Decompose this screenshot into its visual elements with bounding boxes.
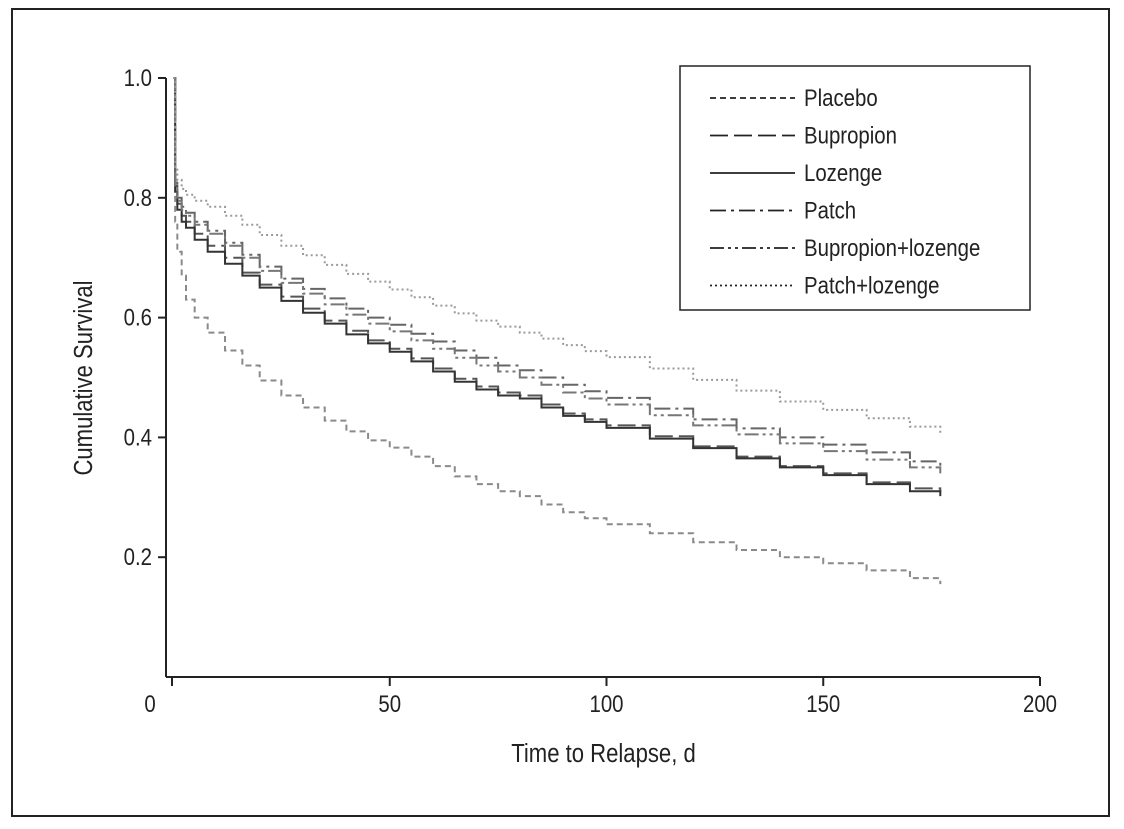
legend-item: Patch+lozenge xyxy=(710,272,939,299)
y-tick: 0.4 xyxy=(124,424,166,451)
x-tick-label: 150 xyxy=(806,690,840,717)
x-tick-label: 100 xyxy=(589,690,623,717)
y-tick-label: 0.8 xyxy=(124,184,152,211)
legend-label: Bupropion xyxy=(804,122,897,149)
x-tick: 50 xyxy=(378,677,401,717)
series-line-patch-lozenge xyxy=(173,77,942,435)
y-tick: 0.2 xyxy=(124,544,166,571)
y-tick: 0.6 xyxy=(124,304,166,331)
x-axis-label: Time to Relapse, d xyxy=(511,739,696,768)
y-tick-label: 0.2 xyxy=(124,544,152,571)
y-tick: 1.0 xyxy=(124,64,166,91)
legend-items: Placebo Bupropion Lozenge Patch Bupropion+lo… xyxy=(710,84,980,299)
series-layer xyxy=(173,77,942,585)
legend-label: Patch xyxy=(804,197,856,224)
legend-item: Placebo xyxy=(710,84,878,111)
series-line-bupropion-lozenge xyxy=(173,77,942,474)
y-ticks: 0.2 0.4 0.6 0.8 1.0 xyxy=(124,64,166,571)
y-axis-label: Cumulative Survival xyxy=(69,280,98,475)
x-ticks: 0 50 100 150 200 xyxy=(144,677,1057,717)
x-tick: 200 xyxy=(1023,677,1057,717)
legend-item: Patch xyxy=(710,197,856,224)
x-tick: 150 xyxy=(806,677,840,717)
series-line-lozenge xyxy=(173,77,942,497)
y-tick-label: 1.0 xyxy=(124,64,152,91)
legend-label: Lozenge xyxy=(804,159,882,186)
x-tick-label: 50 xyxy=(378,690,401,717)
series-line-patch xyxy=(173,77,942,468)
legend-box xyxy=(679,65,1031,311)
legend-item: Bupropion+lozenge xyxy=(710,234,980,261)
y-tick-label: 0.4 xyxy=(124,424,152,451)
x-tick: 0 xyxy=(144,677,173,717)
legend-item: Lozenge xyxy=(710,159,882,186)
legend-item: Bupropion xyxy=(710,122,897,149)
y-tick-label: 0.6 xyxy=(124,304,152,331)
series-line-placebo xyxy=(173,77,942,585)
series-line-bupropion xyxy=(173,77,942,493)
legend-label: Bupropion+lozenge xyxy=(804,234,980,261)
x-tick: 100 xyxy=(589,677,624,717)
x-tick-label: 0 xyxy=(144,690,155,717)
axes xyxy=(165,78,1040,678)
x-tick-label: 200 xyxy=(1023,690,1057,717)
legend-label: Patch+lozenge xyxy=(804,272,939,299)
legend-label: Placebo xyxy=(804,84,878,111)
y-tick: 0.8 xyxy=(124,184,166,211)
legend: Placebo Bupropion Lozenge Patch Bupropion+lo… xyxy=(679,65,1031,311)
